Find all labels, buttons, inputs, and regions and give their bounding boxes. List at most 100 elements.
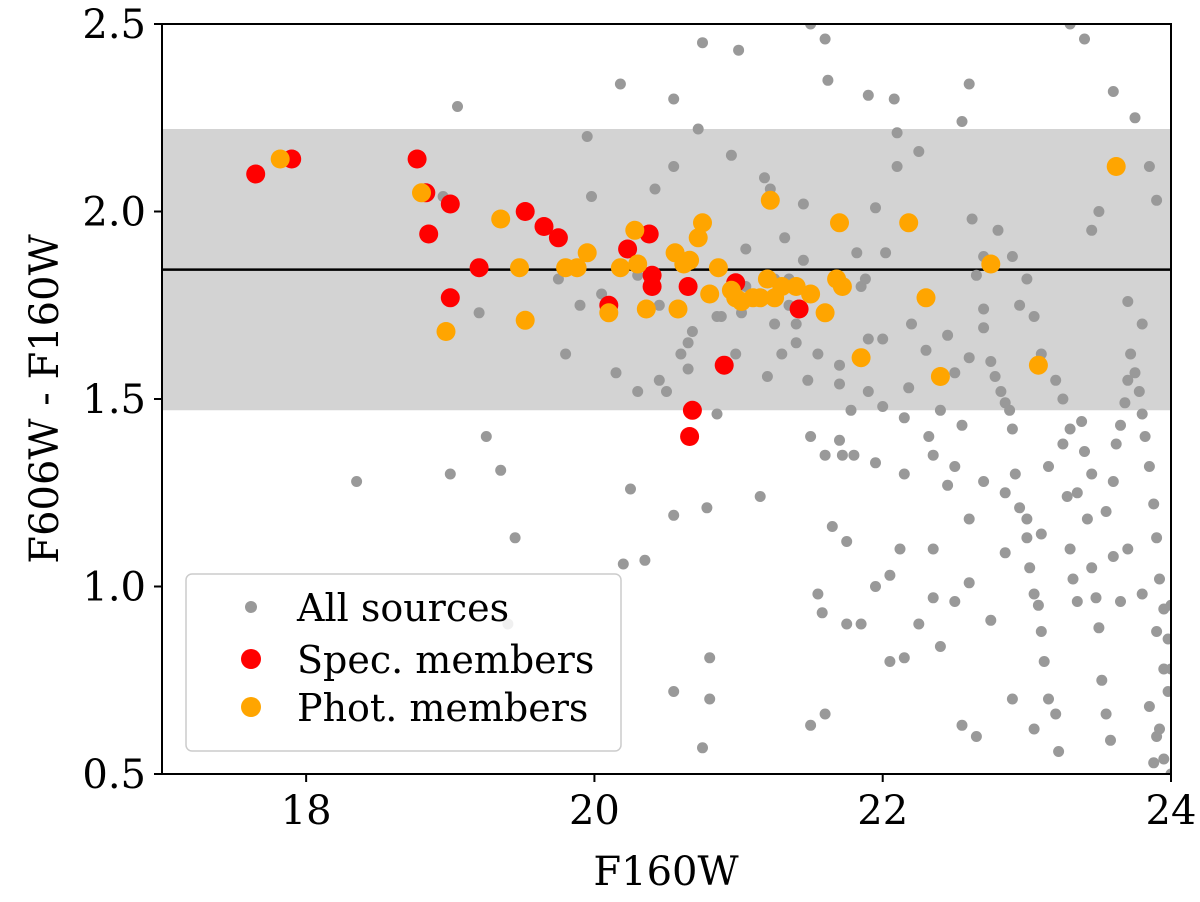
x-axis-label: F160W — [593, 849, 738, 895]
all-sources-point — [495, 464, 507, 476]
all-sources-point — [1154, 573, 1165, 585]
all-sources-point — [927, 592, 939, 604]
all-sources-point — [903, 382, 915, 394]
all-sources-point — [1076, 416, 1088, 427]
all-sources-point — [999, 547, 1011, 559]
phot-member-point — [680, 250, 700, 270]
all-sources-point — [949, 461, 961, 472]
all-sources-point — [740, 243, 752, 255]
all-sources-point — [855, 618, 867, 630]
all-sources-point — [949, 596, 961, 607]
all-sources-point — [963, 352, 975, 364]
all-sources-point — [1136, 318, 1148, 330]
all-sources-point — [1057, 438, 1069, 450]
all-sources-point — [927, 543, 939, 555]
all-sources-point — [1110, 438, 1122, 450]
x-tick-label: 18 — [281, 788, 332, 834]
all-sources-point — [1107, 476, 1119, 487]
all-sources-point — [797, 254, 809, 266]
all-sources-point — [1115, 419, 1126, 431]
all-sources-point — [942, 479, 954, 491]
all-sources-point — [1125, 348, 1137, 360]
spec-member-point — [534, 217, 554, 236]
all-sources-point — [509, 532, 521, 544]
phot-member-point — [760, 190, 780, 210]
all-sources-point — [963, 513, 975, 525]
all-sources-point — [596, 288, 608, 300]
all-sources-point — [826, 521, 838, 532]
all-sources-point — [692, 123, 704, 135]
all-sources-point — [1143, 461, 1155, 472]
phot-member-point — [693, 213, 712, 233]
all-sources-point — [970, 731, 982, 742]
all-sources-point — [870, 581, 881, 592]
all-sources-point — [776, 348, 788, 360]
all-sources-point — [1162, 633, 1171, 645]
spec-member-point — [469, 258, 489, 278]
all-sources-point — [1035, 626, 1047, 637]
all-sources-point — [1122, 543, 1134, 555]
all-sources-point — [1162, 686, 1171, 697]
all-sources-point — [759, 172, 770, 184]
all-sources-point — [913, 618, 925, 630]
x-tick-label: 20 — [569, 788, 620, 834]
all-sources-point — [1093, 206, 1105, 217]
spec-member-point — [419, 224, 439, 244]
all-sources-point — [1107, 86, 1119, 97]
spec-member-point — [714, 355, 734, 375]
all-sources-point — [653, 374, 665, 386]
all-sources-point — [1006, 423, 1018, 435]
all-sources-point — [992, 224, 1004, 236]
all-sources-point — [452, 101, 463, 112]
all-sources-point — [963, 577, 975, 589]
all-sources-point — [985, 356, 997, 367]
all-sources-point — [730, 348, 742, 360]
all-sources-point — [1122, 374, 1134, 386]
all-sources-point — [805, 24, 817, 30]
all-sources-point — [805, 431, 817, 442]
all-sources-point — [934, 641, 946, 652]
all-sources-point — [920, 344, 932, 356]
all-sources-point — [841, 618, 853, 630]
all-sources-point — [1006, 693, 1018, 705]
all-sources-point — [1136, 408, 1148, 420]
all-sources-point — [1071, 487, 1083, 499]
all-sources-point — [834, 378, 845, 390]
all-sources-point — [805, 719, 817, 731]
phot-member-point — [801, 284, 821, 304]
y-tick-label: 1.0 — [82, 565, 146, 611]
all-sources-point — [1028, 588, 1040, 600]
all-sources-point — [1115, 596, 1126, 607]
phot-member-point — [270, 149, 290, 169]
all-sources-point — [1165, 768, 1171, 774]
all-sources-point — [769, 318, 781, 330]
phot-member-point — [930, 367, 950, 386]
all-sources-point — [834, 434, 845, 446]
all-sources-point — [877, 401, 889, 412]
phot-member-point — [750, 288, 770, 308]
phot-member-point — [628, 254, 648, 274]
phot-member-point — [636, 299, 656, 319]
all-sources-point — [610, 367, 622, 379]
all-sources-point — [870, 202, 881, 214]
all-sources-point — [675, 348, 687, 360]
all-sources-point — [1100, 506, 1112, 517]
all-sources-point — [552, 273, 564, 285]
phot-member-point — [700, 284, 720, 304]
spec-member-point — [789, 299, 809, 319]
all-sources-point — [956, 116, 968, 127]
phot-member-point — [610, 258, 630, 278]
all-sources-point — [790, 337, 802, 349]
all-sources-point — [682, 337, 694, 349]
all-sources-point — [1014, 502, 1026, 514]
legend-box — [185, 573, 622, 752]
y-tick-label: 0.5 — [82, 752, 146, 798]
all-sources-point — [923, 431, 935, 442]
all-sources-point — [1107, 551, 1119, 562]
all-sources-point — [697, 37, 708, 49]
all-sources-point — [1053, 746, 1065, 757]
all-sources-point — [1148, 498, 1160, 510]
spec-member-point — [680, 427, 700, 446]
all-sources-point — [661, 386, 672, 397]
